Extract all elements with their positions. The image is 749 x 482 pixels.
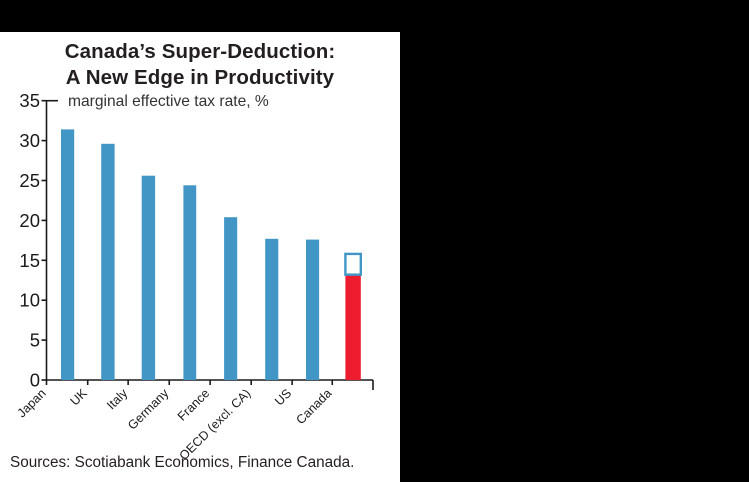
svg-text:Canada: Canada <box>294 386 335 427</box>
svg-text:Germany: Germany <box>125 386 172 433</box>
svg-text:Italy: Italy <box>104 386 131 413</box>
svg-text:US: US <box>272 386 294 408</box>
svg-text:Japan: Japan <box>15 386 49 420</box>
svg-text:OECD (excl. CA): OECD (excl. CA) <box>177 386 254 463</box>
svg-text:5: 5 <box>30 330 40 351</box>
svg-text:15: 15 <box>19 250 40 271</box>
svg-text:30: 30 <box>19 130 40 151</box>
svg-text:35: 35 <box>19 90 40 111</box>
svg-text:UK: UK <box>68 386 91 409</box>
svg-text:20: 20 <box>19 210 40 231</box>
svg-text:25: 25 <box>19 170 40 191</box>
svg-text:10: 10 <box>19 290 40 311</box>
svg-text:marginal effective tax rate, %: marginal effective tax rate, % <box>68 93 269 110</box>
svg-text:France: France <box>175 386 212 423</box>
